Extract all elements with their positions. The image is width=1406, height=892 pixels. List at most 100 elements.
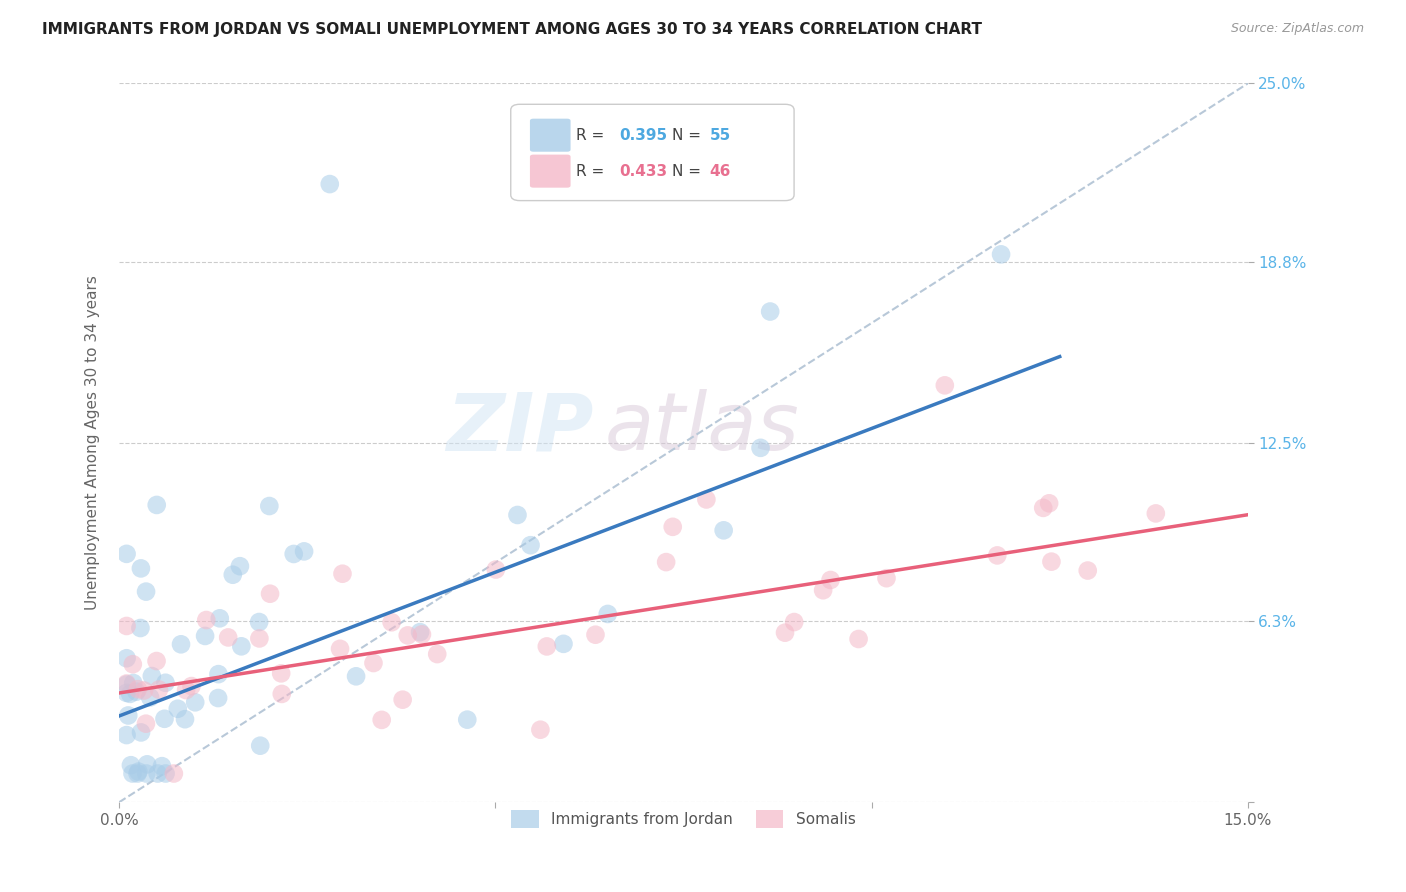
Point: [155, 675, 177, 690]
Point: [120, 687, 142, 701]
Point: [596, 607, 619, 621]
Legend: Immigrants from Jordan, Somalis: Immigrants from Jordan, Somalis: [505, 805, 862, 834]
Point: [231, 640, 253, 654]
Point: [163, 766, 186, 780]
Point: [270, 687, 292, 701]
Point: [553, 637, 575, 651]
Point: [148, 682, 170, 697]
Point: [655, 555, 678, 569]
Point: [129, 725, 152, 739]
Point: [811, 583, 834, 598]
Point: [115, 728, 138, 742]
Point: [170, 637, 193, 651]
Text: R =: R =: [576, 163, 609, 178]
Point: [934, 378, 956, 392]
Point: [120, 758, 142, 772]
Text: 55: 55: [710, 128, 731, 143]
Point: [141, 669, 163, 683]
Point: [506, 508, 529, 522]
Y-axis label: Unemployment Among Ages 30 to 34 years: Unemployment Among Ages 30 to 34 years: [86, 276, 100, 610]
Point: [329, 641, 352, 656]
Point: [135, 584, 157, 599]
Point: [115, 651, 138, 665]
Point: [136, 757, 159, 772]
Point: [519, 538, 541, 552]
Point: [229, 559, 252, 574]
Point: [749, 441, 772, 455]
Text: N =: N =: [672, 128, 706, 143]
Point: [1038, 496, 1060, 510]
Point: [485, 562, 508, 576]
Point: [194, 629, 217, 643]
Point: [174, 712, 197, 726]
Point: [270, 666, 292, 681]
Point: [247, 615, 270, 629]
Point: [122, 676, 145, 690]
Point: [125, 684, 148, 698]
Point: [139, 690, 162, 705]
Point: [180, 679, 202, 693]
Point: [1040, 555, 1063, 569]
Point: [259, 499, 281, 513]
Point: [145, 498, 167, 512]
Point: [153, 712, 176, 726]
Text: 0.433: 0.433: [619, 163, 668, 178]
Point: [1077, 564, 1099, 578]
Point: [121, 657, 143, 672]
Point: [249, 739, 271, 753]
Point: [127, 682, 149, 697]
Text: 46: 46: [710, 163, 731, 178]
Point: [135, 716, 157, 731]
FancyBboxPatch shape: [530, 119, 571, 152]
FancyBboxPatch shape: [510, 104, 794, 201]
Point: [319, 177, 342, 191]
Text: atlas: atlas: [605, 390, 799, 467]
Point: [391, 692, 413, 706]
Point: [411, 627, 433, 641]
Point: [150, 759, 173, 773]
Point: [127, 764, 149, 779]
Point: [848, 632, 870, 646]
Point: [184, 695, 207, 709]
Point: [876, 571, 898, 585]
Point: [396, 628, 419, 642]
Point: [115, 677, 138, 691]
Point: [332, 566, 354, 581]
Text: N =: N =: [672, 163, 706, 178]
Text: ZIP: ZIP: [446, 390, 593, 467]
Point: [132, 683, 155, 698]
Point: [536, 640, 558, 654]
Point: [1144, 507, 1167, 521]
Point: [146, 766, 169, 780]
Point: [344, 669, 367, 683]
Point: [115, 547, 138, 561]
Point: [117, 708, 139, 723]
Point: [363, 656, 385, 670]
Point: [381, 615, 404, 630]
Point: [661, 520, 683, 534]
Point: [585, 628, 607, 642]
Point: [135, 766, 157, 780]
Point: [222, 567, 245, 582]
Point: [115, 686, 138, 700]
FancyBboxPatch shape: [530, 154, 571, 187]
Point: [207, 667, 229, 681]
Point: [155, 766, 177, 780]
Point: [129, 561, 152, 575]
Point: [121, 766, 143, 780]
Point: [292, 544, 315, 558]
Point: [990, 247, 1012, 261]
Point: [127, 766, 149, 780]
Point: [409, 625, 432, 640]
Point: [129, 621, 152, 635]
Point: [783, 615, 806, 629]
Point: [195, 613, 218, 627]
Point: [115, 676, 138, 690]
Point: [370, 713, 392, 727]
Point: [208, 611, 231, 625]
Point: [1032, 500, 1054, 515]
Text: R =: R =: [576, 128, 609, 143]
Text: 0.395: 0.395: [619, 128, 668, 143]
Point: [529, 723, 551, 737]
Text: Source: ZipAtlas.com: Source: ZipAtlas.com: [1230, 22, 1364, 36]
